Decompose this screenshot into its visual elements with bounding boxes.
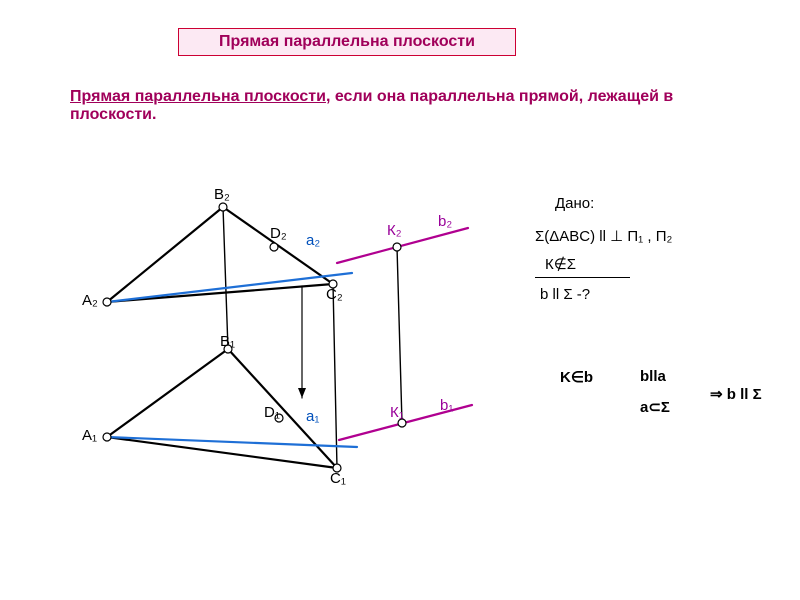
label-B1: В₁ (220, 333, 235, 350)
title-box: Прямая параллельна плоскости (178, 28, 516, 56)
k-in-sigma: К∉Σ (545, 255, 576, 273)
label-K1: К₁ (390, 404, 404, 421)
label-a2: a₂ (306, 232, 320, 249)
question: b ll Σ -? (540, 286, 590, 303)
label-A1: А₁ (82, 427, 97, 444)
a-in-sigma: a⊂Σ (640, 398, 670, 416)
label-A2: А₂ (82, 292, 98, 309)
definition-underlined: Прямая параллельна плоскости (70, 88, 326, 105)
definition: Прямая параллельна плоскости, если она п… (70, 88, 730, 124)
dano-label: Дано: (555, 195, 594, 212)
dano-divider (535, 277, 630, 278)
label-K2: К₂ (387, 222, 402, 239)
label-C2: С₂ (326, 286, 343, 303)
label-b2: b₂ (438, 213, 452, 230)
label-D2: D₂ (270, 225, 287, 242)
label-b1: b₁ (440, 397, 453, 414)
title-text: Прямая параллельна плоскости (219, 33, 475, 50)
label-B2: В₂ (214, 186, 230, 203)
label-a1: a₁ (306, 408, 319, 425)
conclusion: ⇒ b ll Σ (710, 385, 762, 403)
k-in-b: K∈b (560, 368, 593, 386)
sigma-line: Σ(ΔABC) ll ⊥ П₁ , П₂ (535, 227, 672, 245)
blla: blla (640, 368, 666, 385)
label-D1: D₁ (264, 404, 280, 421)
label-C1: С₁ (330, 470, 346, 487)
